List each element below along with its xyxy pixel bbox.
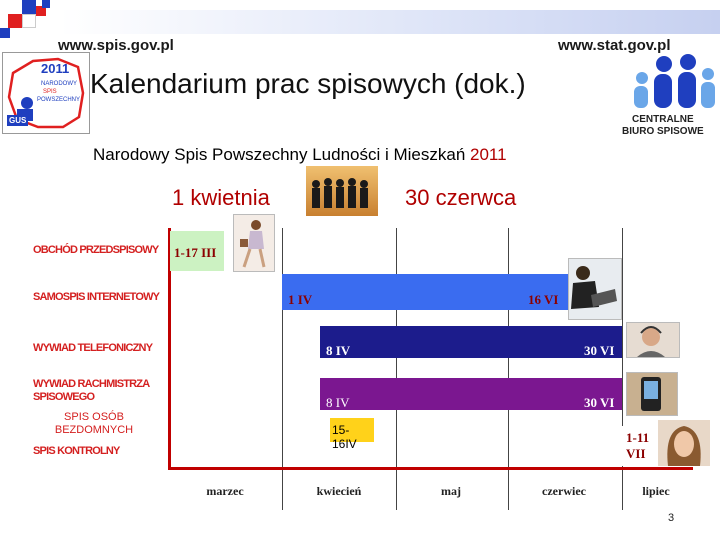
bar-wywiad-rach: 8 IV 30 VI [320, 378, 622, 410]
bar-kontrolny-label: 1-11 VII [626, 430, 650, 461]
vline-1 [282, 228, 283, 510]
row-label-bezdomni: SPIS OSÓB BEZDOMNYCH [54, 411, 134, 436]
start-date: 1 kwietnia [172, 185, 270, 210]
url-right[interactable]: www.stat.gov.pl [558, 37, 671, 54]
row-label-kontrolny: SPIS KONTROLNY [33, 445, 120, 457]
month-kwiecien: kwiecień [316, 484, 362, 498]
laptop-man-photo [568, 258, 622, 320]
bar-samospis: 1 IV 16 VI [282, 274, 570, 310]
bar-obchod-start: 1-17 III [174, 245, 217, 260]
url-left[interactable]: www.spis.gov.pl [58, 37, 174, 54]
cbs-logo: CENTRALNE BIURO SPISOWE [622, 52, 720, 140]
bar-bezdomni: 15-16IV [330, 418, 374, 451]
logo-line2: SPIS [43, 89, 57, 95]
headset-woman-photo [626, 322, 680, 358]
vline-4 [622, 228, 623, 510]
people-logo-icon [634, 54, 715, 108]
nsp-logo: 2011 NARODOWY SPIS POWSZECHNY GUS [2, 52, 90, 134]
vline-3 [508, 228, 509, 510]
walking-woman-photo [233, 214, 275, 272]
cbs-line1: CENTRALNE [632, 114, 694, 125]
subtitle-text: Narodowy Spis Powszechny Ludności i Mies… [93, 145, 471, 164]
month-czerwiec: czerwiec [542, 484, 586, 498]
page-number: 3 [668, 512, 675, 524]
crowd-photo [306, 166, 378, 216]
bar-obchod: 1-17 III [170, 231, 224, 271]
woman-portrait-photo [658, 420, 710, 466]
logo-line1: NARODOWY [41, 81, 77, 87]
row-label-wywiad-tel: WYWIAD TELEFONICZNY [33, 342, 153, 354]
mobile-device-photo [626, 372, 678, 416]
time-axis-bottom [168, 467, 693, 470]
row-label-wywiad-rach: WYWIAD RACHMISTRZA SPISOWEGO [33, 378, 150, 403]
month-lipiec: lipiec [642, 484, 670, 498]
end-date: 30 czerwca [405, 185, 517, 210]
bar-bezdomni-label: 15-16IV [332, 423, 357, 451]
bar-wywiad-tel: 8 IV 30 VI [320, 326, 622, 358]
vline-2 [396, 228, 397, 510]
logo-badge: GUS [7, 115, 29, 126]
header-band [60, 10, 720, 34]
logo-year: 2011 [41, 61, 70, 76]
row-label-obchod: OBCHÓD PRZEDSPISOWY [33, 244, 159, 256]
month-maj: maj [441, 484, 461, 498]
bar-samospis-end: 16 VI [528, 292, 559, 307]
bar-wywiad-tel-end: 30 VI [584, 343, 615, 358]
bar-wywiad-tel-start: 8 IV [326, 343, 351, 358]
decorative-squares [0, 0, 60, 40]
month-marzec: marzec [206, 484, 244, 498]
bar-samospis-start: 1 IV [288, 292, 313, 307]
page-title: Kalendarium prac spisowych (dok.) [90, 68, 526, 99]
bar-wywiad-rach-start: 8 IV [326, 395, 350, 410]
bar-wywiad-rach-end: 30 VI [584, 395, 615, 410]
bar-kontrolny: 1-11 VII [622, 426, 658, 466]
logo-line3: POWSZECHNY [37, 97, 81, 103]
time-axis [168, 228, 171, 470]
subtitle-year: 2011 [470, 145, 507, 164]
subtitle: Narodowy Spis Powszechny Ludności i Mies… [93, 145, 507, 165]
cbs-line2: BIURO SPISOWE [622, 126, 704, 137]
row-label-samospis: SAMOSPIS INTERNETOWY [33, 291, 160, 303]
